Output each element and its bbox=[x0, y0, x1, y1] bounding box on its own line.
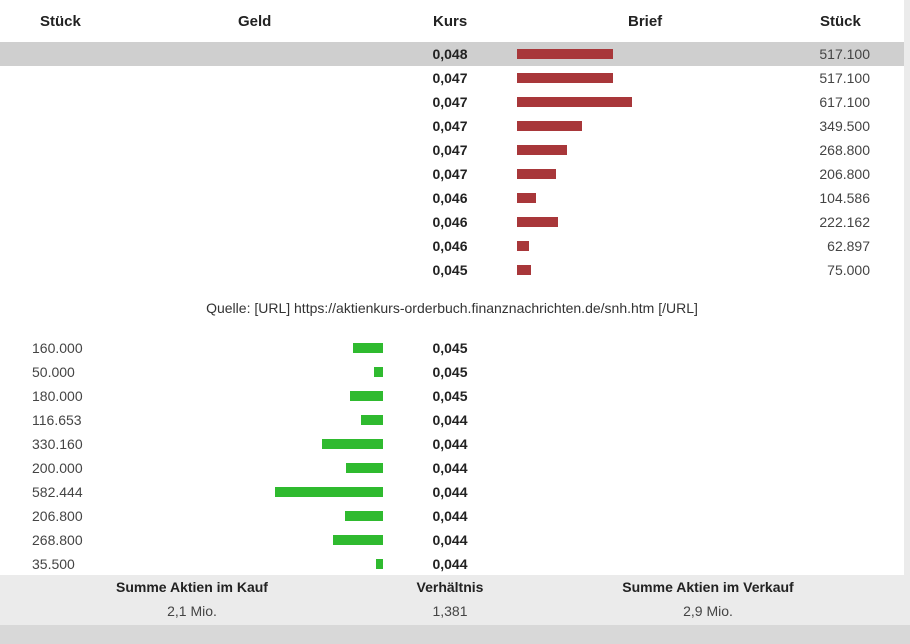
summary-verkauf-label: Summe Aktien im Verkauf bbox=[622, 579, 794, 595]
bid-row: 50.000 0,045 bbox=[0, 360, 904, 384]
ask-quantity: 222.162 bbox=[819, 214, 870, 230]
ask-quantity: 517.100 bbox=[819, 70, 870, 86]
summary-ratio-label: Verhältnis bbox=[416, 579, 484, 595]
ask-price: 0,046 bbox=[432, 214, 468, 230]
bid-row: 180.000 0,045 bbox=[0, 384, 904, 408]
ask-price: 0,047 bbox=[432, 70, 468, 86]
ask-row: 0,048 517.100 bbox=[0, 42, 904, 66]
bid-quantity: 116.653 bbox=[32, 412, 82, 428]
bid-quantity: 582.444 bbox=[32, 484, 83, 500]
ask-row: 0,047 517.100 bbox=[0, 66, 904, 90]
bid-row: 200.000 0,044 bbox=[0, 456, 904, 480]
ask-row: 0,046 104.586 bbox=[0, 186, 904, 210]
bid-row: 35.500 0,044 bbox=[0, 552, 904, 576]
bid-quantity: 35.500 bbox=[32, 556, 75, 572]
header-stueck-left: Stück bbox=[40, 13, 81, 30]
bid-quantity: 268.800 bbox=[32, 532, 83, 548]
bid-price: 0,045 bbox=[432, 364, 468, 380]
bid-quantity: 180.000 bbox=[32, 388, 83, 404]
ask-volume-bar bbox=[517, 217, 558, 227]
ask-volume-bar bbox=[517, 145, 567, 155]
bid-row: 268.800 0,044 bbox=[0, 528, 904, 552]
orderbook-summary: Summe Aktien im Kauf 2,1 Mio. Verhältnis… bbox=[0, 575, 904, 625]
ask-price: 0,047 bbox=[432, 118, 468, 134]
bid-price: 0,044 bbox=[432, 508, 468, 524]
bid-price: 0,044 bbox=[432, 412, 468, 428]
ask-price: 0,045 bbox=[432, 262, 468, 278]
bid-volume-bar bbox=[350, 391, 383, 401]
bid-quantity: 160.000 bbox=[32, 340, 83, 356]
ask-volume-bar bbox=[517, 97, 632, 107]
bid-row: 116.653 0,044 bbox=[0, 408, 904, 432]
ask-volume-bar bbox=[517, 49, 613, 59]
bid-price: 0,044 bbox=[432, 484, 468, 500]
header-kurs: Kurs bbox=[433, 13, 468, 30]
summary-kauf-value: 2,1 Mio. bbox=[167, 603, 217, 619]
ask-price: 0,046 bbox=[432, 190, 468, 206]
bid-row: 330.160 0,044 bbox=[0, 432, 904, 456]
ask-price: 0,047 bbox=[432, 142, 468, 158]
ask-price: 0,048 bbox=[432, 46, 468, 62]
ask-quantity: 206.800 bbox=[819, 166, 870, 182]
bid-price: 0,044 bbox=[432, 436, 468, 452]
ask-price: 0,047 bbox=[432, 94, 468, 110]
bid-row: 582.444 0,044 bbox=[0, 480, 904, 504]
ask-row: 0,045 75.000 bbox=[0, 258, 904, 282]
header-geld: Geld bbox=[238, 13, 272, 30]
bid-volume-bar bbox=[374, 367, 383, 377]
bid-volume-bar bbox=[361, 415, 383, 425]
bid-volume-bar bbox=[322, 439, 383, 449]
header-brief: Brief bbox=[628, 13, 663, 30]
bid-price: 0,045 bbox=[432, 388, 468, 404]
bid-row: 160.000 0,045 bbox=[0, 336, 904, 360]
ask-volume-bar bbox=[517, 193, 536, 203]
ask-row: 0,046 62.897 bbox=[0, 234, 904, 258]
ask-quantity: 104.586 bbox=[819, 190, 870, 206]
ask-row: 0,047 206.800 bbox=[0, 162, 904, 186]
bid-price: 0,044 bbox=[432, 556, 468, 572]
bid-volume-bar bbox=[345, 511, 383, 521]
ask-price: 0,046 bbox=[432, 238, 468, 254]
ask-quantity: 349.500 bbox=[819, 118, 870, 134]
bid-quantity: 200.000 bbox=[32, 460, 83, 476]
ask-volume-bar bbox=[517, 241, 529, 251]
ask-volume-bar bbox=[517, 73, 613, 83]
bottom-strip bbox=[0, 625, 910, 644]
bid-volume-bar bbox=[353, 343, 383, 353]
ask-quantity: 75.000 bbox=[827, 262, 870, 278]
source-caption: Quelle: [URL] https://aktienkurs-orderbu… bbox=[206, 300, 698, 316]
ask-row: 0,046 222.162 bbox=[0, 210, 904, 234]
summary-kauf-label: Summe Aktien im Kauf bbox=[116, 579, 268, 595]
bid-quantity: 206.800 bbox=[32, 508, 83, 524]
ask-volume-bar bbox=[517, 265, 531, 275]
ask-row: 0,047 617.100 bbox=[0, 90, 904, 114]
summary-ratio-value: 1,381 bbox=[432, 603, 468, 619]
header-stueck-right: Stück bbox=[820, 13, 861, 30]
bid-price: 0,044 bbox=[432, 460, 468, 476]
ask-volume-bar bbox=[517, 121, 582, 131]
bid-volume-bar bbox=[275, 487, 383, 497]
ask-quantity: 62.897 bbox=[827, 238, 870, 254]
ask-quantity: 617.100 bbox=[819, 94, 870, 110]
ask-volume-bar bbox=[517, 169, 556, 179]
bid-volume-bar bbox=[376, 559, 383, 569]
ask-row: 0,047 349.500 bbox=[0, 114, 904, 138]
bid-volume-bar bbox=[333, 535, 383, 545]
bid-quantity: 50.000 bbox=[32, 364, 75, 380]
scrollbar-gutter bbox=[904, 0, 910, 644]
bid-row: 206.800 0,044 bbox=[0, 504, 904, 528]
ask-quantity: 517.100 bbox=[819, 46, 870, 62]
bid-price: 0,044 bbox=[432, 532, 468, 548]
bid-quantity: 330.160 bbox=[32, 436, 83, 452]
ask-quantity: 268.800 bbox=[819, 142, 870, 158]
ask-row: 0,047 268.800 bbox=[0, 138, 904, 162]
bid-volume-bar bbox=[346, 463, 383, 473]
summary-verkauf-value: 2,9 Mio. bbox=[683, 603, 733, 619]
bid-price: 0,045 bbox=[432, 340, 468, 356]
orderbook-header: Stück Geld Kurs Brief Stück bbox=[0, 0, 904, 42]
ask-price: 0,047 bbox=[432, 166, 468, 182]
